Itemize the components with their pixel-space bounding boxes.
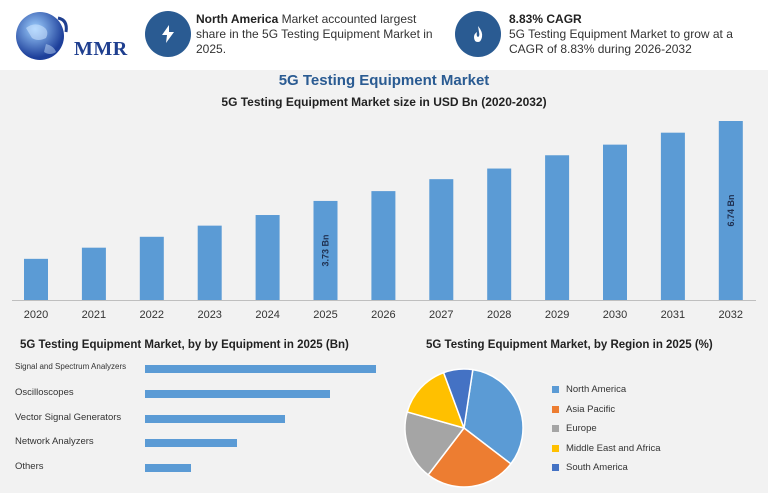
equipment-bar [145,389,330,398]
equipment-bar [145,365,376,373]
legend-swatch [552,464,559,471]
x-tick-label: 2027 [429,309,453,321]
equipment-label: Others [15,461,44,473]
legend-swatch [552,425,559,432]
bolt-icon [145,11,191,57]
bar-data-label: 6.74 Bn [726,194,736,226]
legend-item: Middle East and Africa [552,443,661,454]
equipment-label: Network Analyzers [15,436,94,448]
legend-swatch [552,405,559,413]
pie-slice-north-america [463,368,524,465]
bar-2022 [139,236,164,300]
x-tick-label: 2021 [82,309,106,321]
bar-data-label: 3.73 Bn [321,234,331,266]
logo-text: MMR [74,38,128,60]
mmr-logo: MMR [12,10,127,66]
legend-label: Europe [566,423,597,434]
legend-label: North America [566,384,627,395]
equipment-chart-title: 5G Testing Equipment Market, by by Equip… [20,339,349,351]
highlight-north-america: North America Market accounted largest s… [196,12,441,57]
legend-item: North America [552,384,626,395]
bar-2026 [371,191,396,300]
equipment-label: Signal and Spectrum Analyzers [15,362,127,371]
x-tick-label: 2029 [545,309,569,321]
pie-slice-asia-pacific [427,426,512,488]
main-title: 5G Testing Equipment Market [278,72,490,89]
legend-label: South America [566,462,628,473]
highlight-text: 5G Testing Equipment Market to grow at a… [509,27,733,56]
x-tick-label: 2031 [661,309,685,321]
bar-2025 [313,200,338,300]
bar-2031 [660,132,685,300]
equipment-label: Oscilloscopes [15,386,74,398]
bar-chart-title: 5G Testing Equipment Market size in USD … [221,95,547,109]
equipment-bar [145,439,238,448]
market-size-bar-chart: 2020 2021 2022 2023 2024 2025 3.73 Bn 2026 2027 2… [12,121,756,321]
legend-swatch [552,444,559,452]
x-tick-label: 2032 [719,309,743,321]
highlight-cagr: 8.83% CAGR 5G Testing Equipment Market t… [509,12,754,57]
legend-item: South America [552,462,628,473]
pie-slice-south-america [442,368,474,429]
legend-item: Europe [552,423,597,434]
equipment-bar [145,464,192,473]
region-chart-title: 5G Testing Equipment Market, by Region i… [426,339,713,351]
x-tick-label: 2026 [371,309,395,321]
bar-2027 [429,179,454,300]
bar-2020 [24,258,48,300]
highlight-text: Market accounted largest share in the 5G… [196,12,433,56]
pie-slice-europe [404,411,466,476]
highlight-bold: North America [196,12,279,26]
flame-icon [455,11,501,57]
legend-label: Middle East and Africa [566,442,661,454]
header-banner: MMR North America Market accounted large… [0,0,768,70]
bar-2028 [487,168,512,300]
x-tick-label: 2023 [197,309,221,321]
globe-icon [16,12,68,60]
x-tick-label: 2028 [487,309,511,321]
bar-2032 [718,121,743,300]
bar-2030 [603,144,627,300]
x-tick-label: 2030 [603,309,627,321]
x-tick-label: 2025 [313,309,337,321]
x-tick-label: 2020 [24,309,48,321]
equipment-bar [145,414,286,423]
bar-2021 [81,247,106,300]
x-tick-label: 2024 [255,309,279,321]
region-pie-chart [404,368,524,488]
bar-2023 [197,225,222,300]
bar-2024 [255,215,280,300]
pie-slice-middle-east-and-africa [406,371,466,430]
equipment-label: Vector Signal Generators [15,411,122,423]
bar-2029 [545,155,570,300]
legend-swatch [552,386,559,393]
legend-label: Asia Pacific [566,403,616,415]
x-tick-label: 2022 [140,309,164,321]
legend-item: Asia Pacific [552,404,615,415]
highlight-bold: 8.83% CAGR [509,12,582,26]
